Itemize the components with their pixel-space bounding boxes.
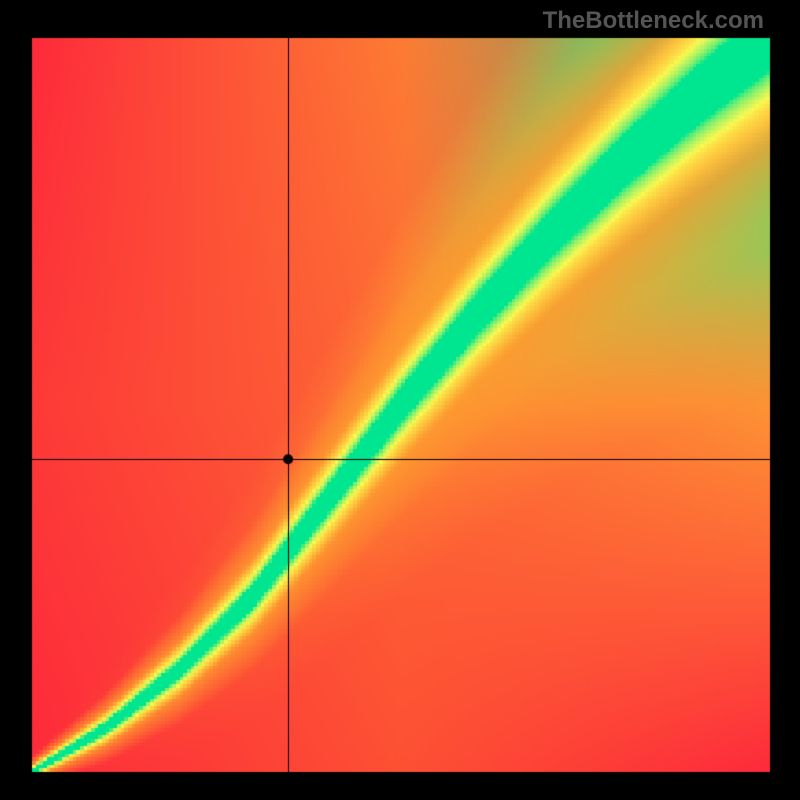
watermark-text: TheBottleneck.com — [543, 7, 764, 35]
chart-container: TheBottleneck.com — [0, 0, 800, 800]
bottleneck-heatmap — [0, 0, 800, 800]
